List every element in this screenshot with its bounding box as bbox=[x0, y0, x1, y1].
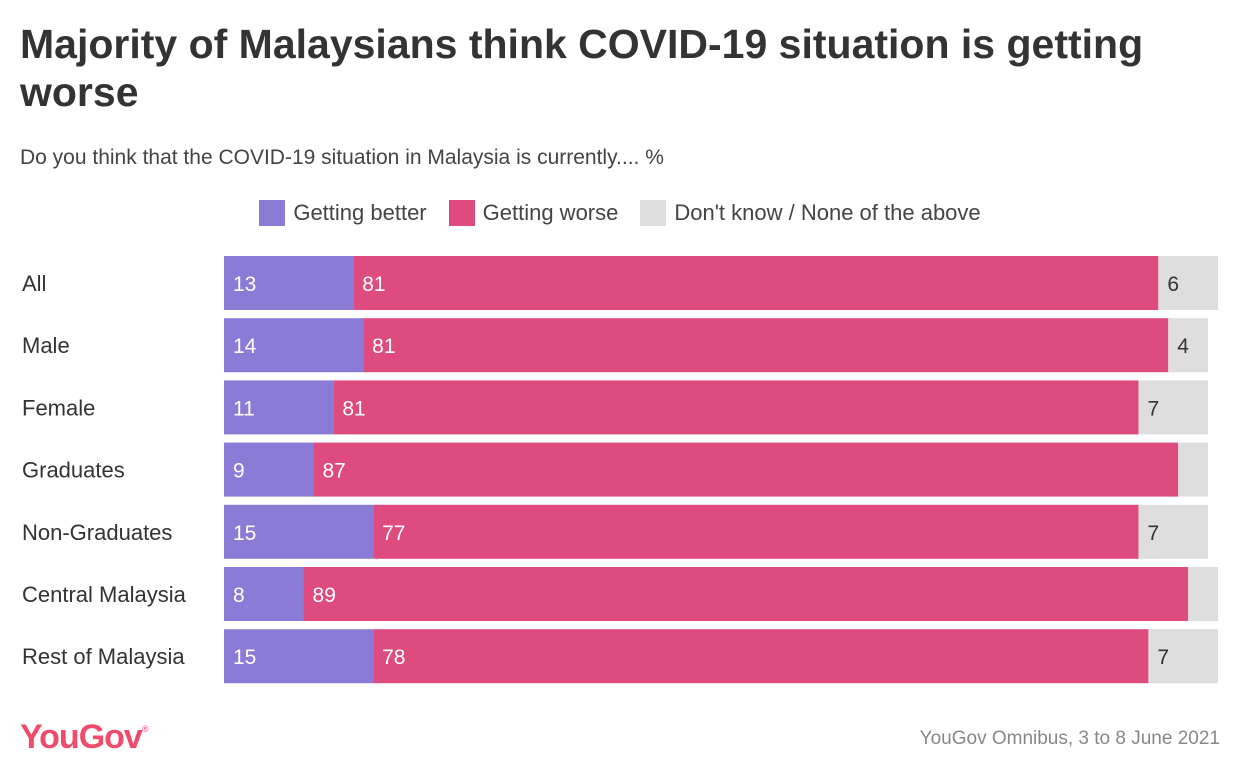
data-label-graduates-getting-worse: 87 bbox=[322, 460, 345, 483]
data-label-male-getting-worse: 81 bbox=[372, 335, 395, 358]
bar-female-getting-worse bbox=[333, 380, 1139, 435]
data-label-female-getting-worse: 81 bbox=[342, 397, 365, 420]
bar-all-getting-better bbox=[224, 256, 354, 310]
bar-graduates-don-t-know-none-of-the-above bbox=[1178, 442, 1209, 497]
chart-title: Majority of Malaysians think COVID-19 si… bbox=[20, 21, 1144, 115]
data-label-rest-of-malaysia-getting-worse: 78 bbox=[382, 646, 405, 669]
category-label-rest-of-malaysia: Rest of Malaysia bbox=[22, 644, 185, 669]
data-label-female-getting-better: 11 bbox=[233, 397, 255, 420]
bar-all-don-t-know-none-of-the-above bbox=[1158, 256, 1218, 310]
data-label-rest-of-malaysia-getting-better: 15 bbox=[233, 646, 256, 669]
data-label-all-getting-better: 13 bbox=[233, 273, 256, 296]
source-note: YouGov Omnibus, 3 to 8 June 2021 bbox=[919, 728, 1220, 749]
chart-subtitle: Do you think that the COVID-19 situation… bbox=[20, 146, 664, 169]
category-label-non-graduates: Non-Graduates bbox=[22, 520, 172, 545]
bar-male-getting-worse bbox=[363, 318, 1169, 373]
data-label-non-graduates-getting-worse: 77 bbox=[382, 522, 405, 545]
category-label-all: All bbox=[22, 271, 46, 296]
bar-non-graduates-getting-better bbox=[224, 504, 374, 559]
bar-central-malaysia-getting-worse bbox=[303, 567, 1189, 621]
bar-female-don-t-know-none-of-the-above bbox=[1138, 380, 1209, 435]
bar-non-graduates-don-t-know-none-of-the-above bbox=[1138, 504, 1209, 559]
data-label-non-graduates-getting-better: 15 bbox=[233, 522, 256, 545]
category-label-central-malaysia: Central Malaysia bbox=[22, 582, 187, 607]
data-label-female-don-t-know-none-of-the-above: 7 bbox=[1147, 397, 1159, 420]
yougov-logo: YouGov® bbox=[20, 718, 149, 757]
bar-rest-of-malaysia-don-t-know-none-of-the-above bbox=[1148, 629, 1218, 684]
legend: Getting better Getting worse Don't know … bbox=[0, 200, 1240, 226]
legend-label-getting-worse: Getting worse bbox=[482, 200, 619, 225]
logo-text: YouGov bbox=[20, 718, 143, 756]
legend-label-dont-know: Don't know / None of the above bbox=[674, 200, 981, 225]
legend-swatch-getting-better bbox=[259, 200, 286, 226]
category-label-graduates: Graduates bbox=[22, 458, 125, 483]
legend-label-getting-better: Getting better bbox=[293, 200, 427, 225]
legend-swatch-getting-worse bbox=[448, 200, 475, 226]
category-label-male: Male bbox=[22, 333, 70, 358]
bar-rest-of-malaysia-getting-worse bbox=[373, 629, 1149, 684]
data-label-non-graduates-don-t-know-none-of-the-above: 7 bbox=[1147, 522, 1159, 545]
data-label-all-don-t-know-none-of-the-above: 6 bbox=[1167, 273, 1179, 296]
registered-mark: ® bbox=[141, 724, 149, 734]
bar-rest-of-malaysia-getting-better bbox=[224, 629, 374, 684]
data-label-all-getting-worse: 81 bbox=[362, 273, 385, 296]
data-label-graduates-getting-better: 9 bbox=[233, 460, 245, 483]
category-label-female: Female bbox=[22, 395, 95, 420]
bar-male-getting-better bbox=[224, 318, 364, 373]
bar-male-don-t-know-none-of-the-above bbox=[1168, 318, 1209, 373]
legend-item-getting-better: Getting better bbox=[259, 200, 427, 226]
legend-swatch-dont-know bbox=[640, 200, 667, 226]
bar-all-getting-worse bbox=[353, 256, 1159, 310]
data-label-central-malaysia-getting-better: 8 bbox=[233, 584, 245, 607]
bar-central-malaysia-getting-better bbox=[224, 567, 304, 621]
bar-central-malaysia-don-t-know-none-of-the-above bbox=[1188, 567, 1218, 621]
data-label-central-malaysia-getting-worse: 89 bbox=[313, 584, 336, 607]
data-label-male-getting-better: 14 bbox=[233, 335, 257, 358]
data-label-rest-of-malaysia-don-t-know-none-of-the-above: 7 bbox=[1157, 646, 1169, 669]
bar-non-graduates-getting-worse bbox=[373, 504, 1139, 559]
bar-female-getting-better bbox=[224, 380, 334, 435]
bar-graduates-getting-better bbox=[224, 442, 314, 497]
legend-item-dont-know: Don't know / None of the above bbox=[640, 200, 981, 226]
legend-item-getting-worse: Getting worse bbox=[448, 200, 619, 226]
data-label-male-don-t-know-none-of-the-above: 4 bbox=[1177, 335, 1189, 358]
bar-graduates-getting-worse bbox=[313, 442, 1179, 497]
